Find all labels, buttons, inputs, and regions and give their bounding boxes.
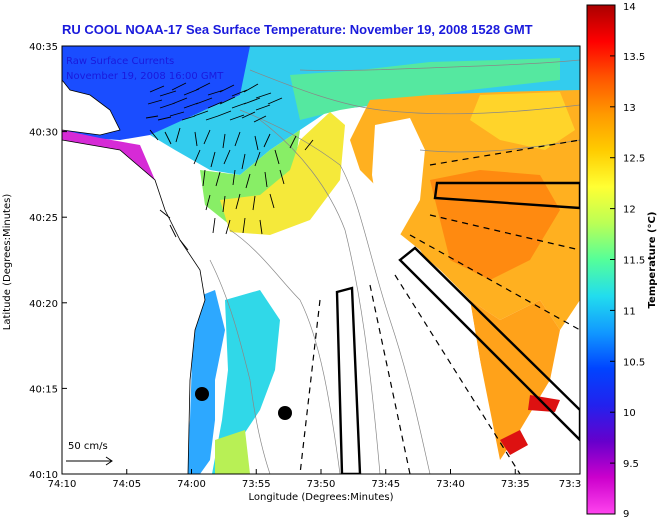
sst-yellow-patches [470,92,575,150]
x-tick-label: 73:3 [559,479,581,490]
y-axis-label: Latitude (Degrees:Minutes) [2,194,13,331]
sst-yellow-band [220,112,345,235]
x-axis: 74:10 74:05 74:00 73:55 73:50 73:45 73:40 73:35… [48,469,581,490]
x-tick-label: 73:35 [501,479,530,490]
colorbar-tick-label: 10.5 [623,357,645,368]
sst-green-band [290,58,560,120]
colorbar-tick-label: 11 [623,306,636,317]
colorbar-tick-label: 10 [623,408,636,419]
x-axis-label: Longitude (Degrees:Minutes) [248,492,393,503]
y-tick-label: 40:15 [29,384,58,395]
sst-coastal-strip-2 [212,290,280,474]
colorbar-label: Temperature (°C) [647,212,658,309]
y-tick-label: 40:10 [29,470,58,481]
no-data-cloud [372,118,425,235]
current-vectors [145,82,314,251]
colorbar-tick-label: 14 [623,2,636,13]
y-tick-label: 40:35 [29,42,58,53]
legend-line-1: Raw Surface Currents [66,56,174,67]
map-title: RU COOL NOAA-17 Sea Surface Temperature:… [62,22,533,37]
colorbar-tick-label: 12 [623,205,636,216]
buoy-marker [278,406,292,420]
x-tick-label: 73:50 [307,479,336,490]
buoy-marker [195,387,209,401]
scale-arrow [66,456,113,466]
bathymetry-contours [209,59,580,474]
x-tick-label: 74:00 [177,479,206,490]
colorbar: 14 13.5 13 12.5 12 11.5 11 10.5 10 9.5 9 Temperatu… [586,2,658,519]
y-tick-label: 40:30 [29,128,58,139]
colorbar-tick-label: 13.5 [623,52,645,63]
colorbar-tick-label: 9.5 [623,459,639,470]
restricted-zones [335,181,580,474]
x-tick-label: 73:55 [242,479,271,490]
scale-label: 50 cm/s [68,441,108,452]
colorbar-tick-label: 13 [623,103,636,114]
y-tick-label: 40:20 [29,299,58,310]
sst-orange-patches [430,170,560,280]
x-tick-label: 74:05 [112,479,141,490]
x-tick-label: 73:40 [436,479,465,490]
y-tick-label: 40:25 [29,213,58,224]
x-tick-label: 73:45 [371,479,400,490]
colorbar-tick-label: 11.5 [623,256,645,267]
no-data-cloud-2 [300,235,490,474]
colorbar-ticks: 14 13.5 13 12.5 12 11.5 11 10.5 10 9.5 9 [610,2,645,519]
colorbar-tick-label: 9 [623,509,629,519]
land-new-jersey [62,139,206,474]
sst-coastal-strip-3 [215,430,250,474]
colorbar-tick-label: 12.5 [623,154,645,165]
y-axis: 40:35 40:30 40:25 40:20 40:15 40:10 [29,42,67,481]
sst-map: Raw Surface Currents November 19, 2008 1… [62,46,580,474]
x-tick-label: 74:10 [48,479,77,490]
shipping-lanes [299,139,580,474]
land-staten-island [62,79,121,136]
sst-red-spots [500,395,560,455]
legend-line-2: November 19, 2008 16:00 GMT [66,71,224,82]
sst-coastal-strip [185,290,225,474]
sst-southern-warm [470,300,560,460]
